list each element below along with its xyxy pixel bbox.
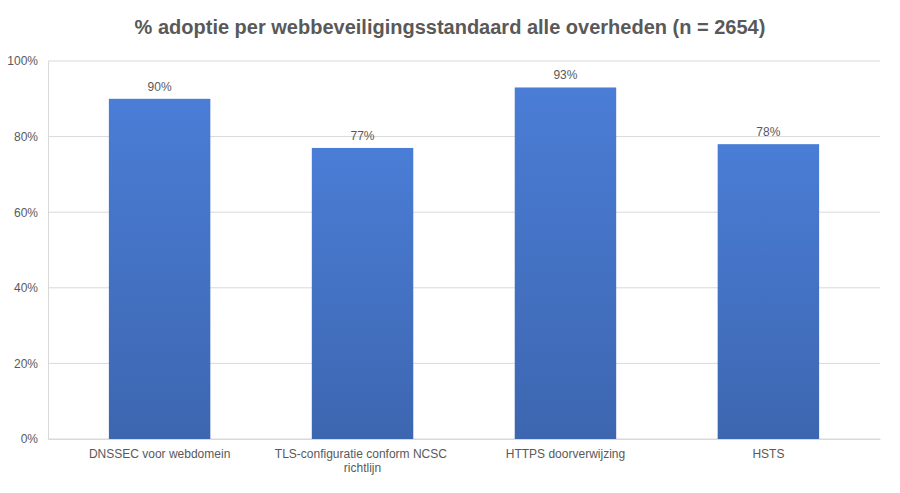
chart-svg: % adoptie per webbeveiligingsstandaard a… bbox=[0, 0, 900, 493]
x-tick-label-line: HTTPS doorverwijzing bbox=[506, 447, 625, 461]
y-axis-line bbox=[48, 62, 49, 440]
y-tick: 20% bbox=[14, 357, 48, 371]
y-tick: 40% bbox=[14, 281, 48, 295]
chart-container: % adoptie per webbeveiligingsstandaard a… bbox=[0, 0, 900, 493]
chart-title: % adoptie per webbeveiligingsstandaard a… bbox=[135, 16, 766, 38]
data-label: 93% bbox=[553, 68, 577, 82]
x-tick-label-line: HSTS bbox=[752, 447, 784, 461]
y-tick-label: 80% bbox=[14, 130, 38, 144]
bar bbox=[515, 87, 616, 439]
y-tick: 0% bbox=[21, 432, 48, 446]
grid-line bbox=[48, 61, 880, 62]
y-tick-label: 60% bbox=[14, 206, 38, 220]
y-tick-label: 0% bbox=[21, 432, 39, 446]
x-tick: DNSSEC voor webdomein bbox=[89, 439, 230, 461]
data-label: 77% bbox=[351, 129, 375, 143]
x-axis: DNSSEC voor webdomein TLS-configuratie co… bbox=[49, 439, 881, 475]
bar bbox=[312, 148, 413, 439]
x-tick: TLS-configuratie conform NCSC richtlijn bbox=[275, 439, 450, 475]
bar bbox=[718, 144, 819, 439]
data-label: 90% bbox=[148, 80, 172, 94]
x-tick: HTTPS doorverwijzing bbox=[506, 439, 625, 461]
x-tick: HSTS bbox=[752, 439, 784, 461]
y-tick-label: 40% bbox=[14, 281, 38, 295]
x-tick-label-line: TLS-configuratie conform NCSC bbox=[275, 447, 450, 461]
bars bbox=[109, 87, 819, 439]
data-labels: 90% 77% 93% 78% bbox=[148, 68, 781, 142]
y-tick: 80% bbox=[14, 130, 48, 144]
bar bbox=[109, 99, 210, 439]
y-axis: 0% 20% 40% 60% 80% 100% bbox=[7, 54, 48, 446]
data-label: 78% bbox=[756, 125, 780, 139]
x-tick-label: HSTS bbox=[752, 447, 784, 461]
x-tick-label-line: richtlijn bbox=[344, 461, 381, 475]
x-tick-label: HTTPS doorverwijzing bbox=[506, 447, 625, 461]
x-tick-label-line: DNSSEC voor webdomein bbox=[89, 447, 230, 461]
x-axis-line bbox=[49, 439, 881, 440]
y-tick: 60% bbox=[14, 206, 48, 220]
y-tick: 100% bbox=[7, 54, 48, 68]
y-tick-label: 100% bbox=[7, 54, 38, 68]
grid bbox=[48, 61, 880, 439]
y-tick-label: 20% bbox=[14, 357, 38, 371]
x-tick-label: DNSSEC voor webdomein bbox=[89, 447, 230, 461]
x-tick-label: TLS-configuratie conform NCSC richtlijn bbox=[275, 447, 450, 475]
